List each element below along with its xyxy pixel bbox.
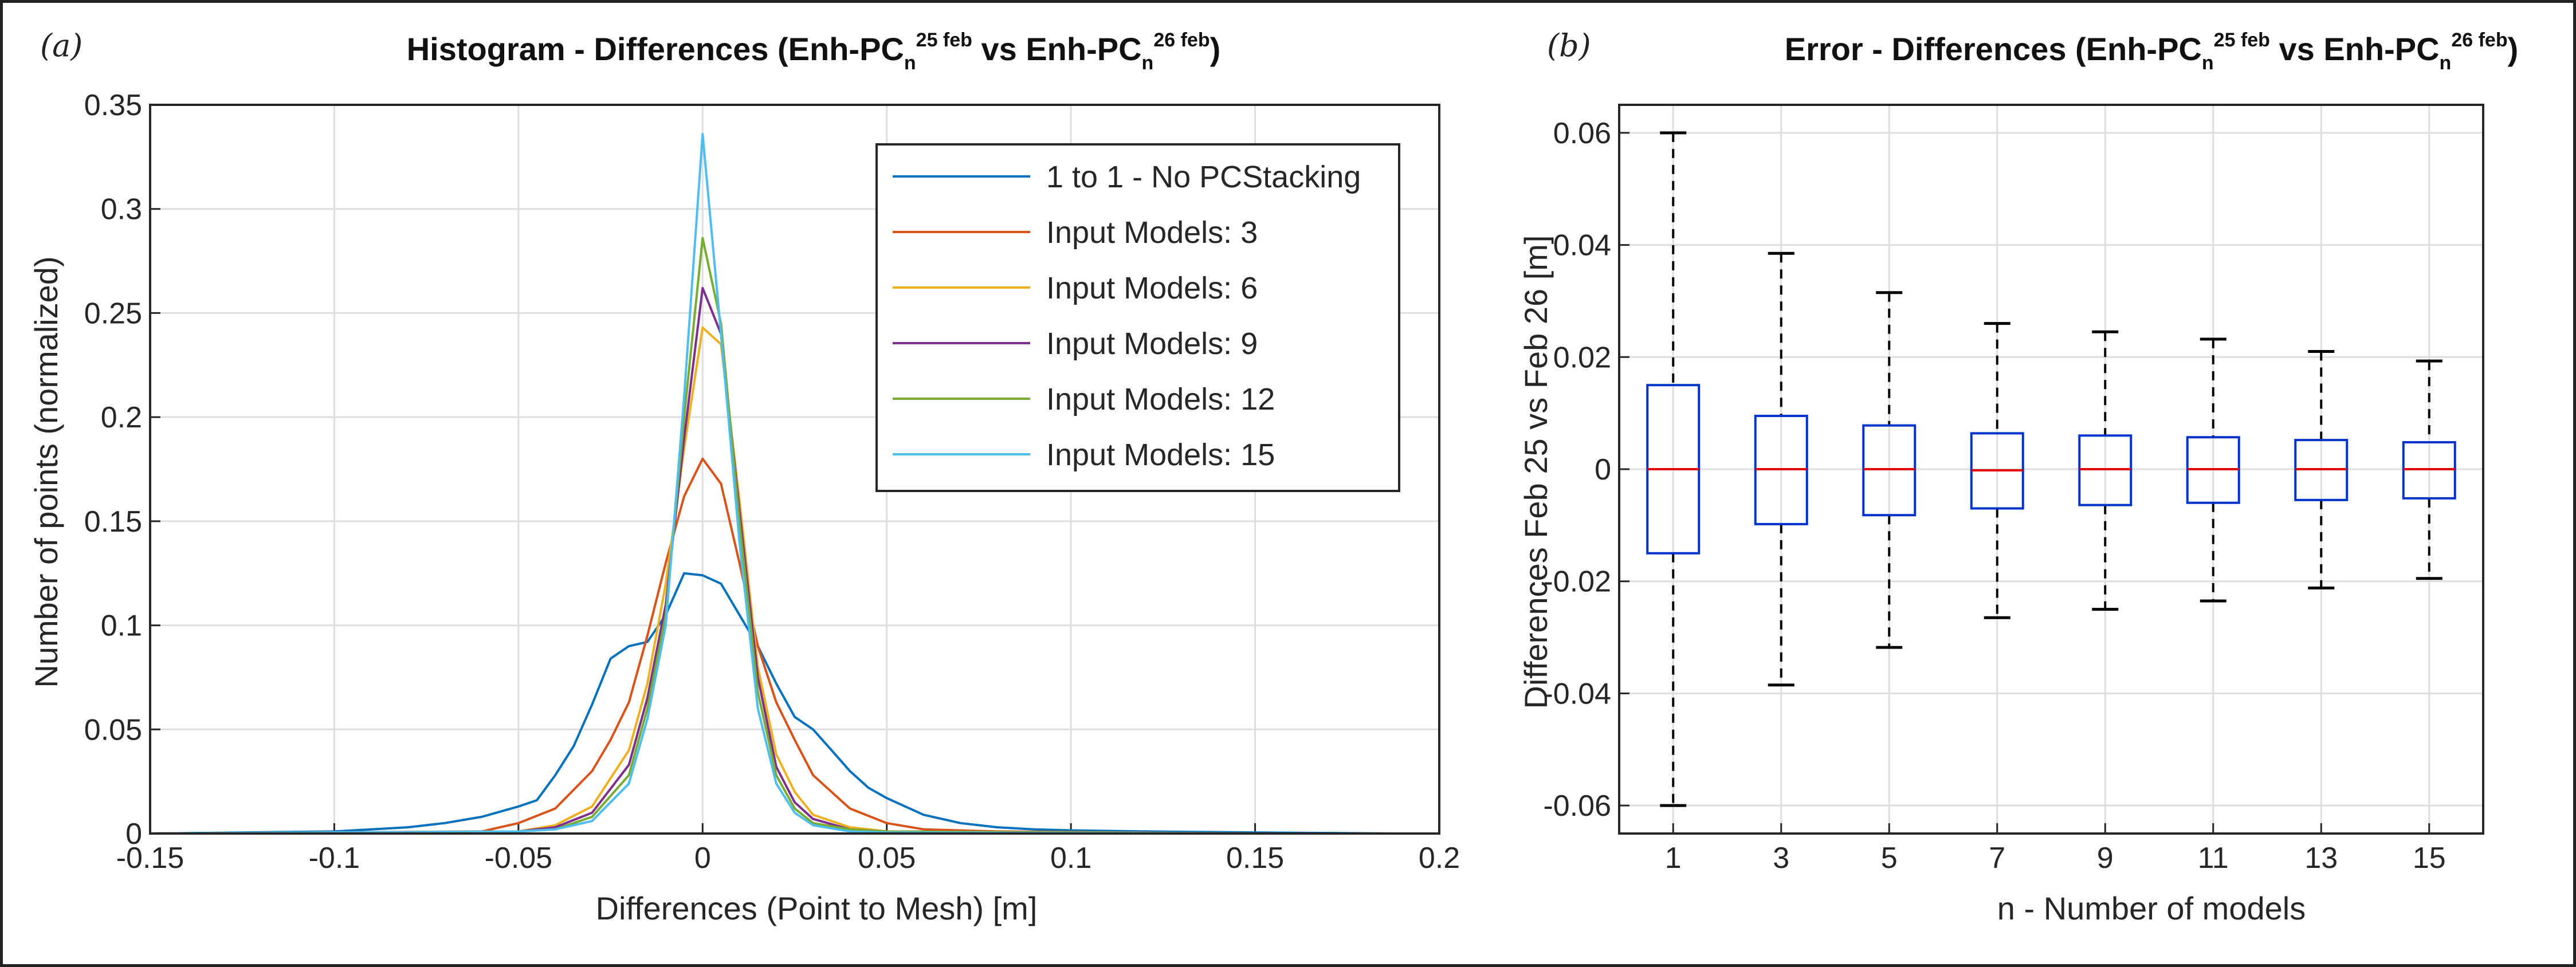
legend-entry-1: 1 to 1 - No PCStacking <box>1046 160 1361 194</box>
box-7 <box>1970 322 2024 619</box>
box-15 <box>2402 359 2456 580</box>
legend-entry-3: Input Models: 6 <box>1046 271 1258 305</box>
y-tick-label: 0.25 <box>84 297 142 330</box>
y-tick-label: -0.02 <box>1543 565 1611 599</box>
x-tick-label: 0.1 <box>1050 842 1091 875</box>
box-13 <box>2294 350 2349 589</box>
y-tick-label: 0.1 <box>101 610 142 643</box>
y-tick-label: 0.04 <box>1553 229 1611 262</box>
x-tick-label: 3 <box>1773 842 1789 875</box>
x-tick-label: 15 <box>2413 842 2446 875</box>
panel-b-xlabel: n - Number of models <box>1997 890 2306 926</box>
legend-entry-4: Input Models: 9 <box>1046 327 1258 361</box>
series-line-6 <box>150 132 1255 835</box>
x-tick-label: -0.15 <box>116 842 184 875</box>
x-tick-label: 7 <box>1989 842 2005 875</box>
series-line-4 <box>150 286 1255 835</box>
panel-a-label: (a) <box>40 27 83 64</box>
legend-entry-5: Input Models: 12 <box>1046 382 1275 416</box>
x-tick-label: 11 <box>2198 842 2229 875</box>
box-11 <box>2186 337 2240 603</box>
y-tick-label: 0.06 <box>1553 117 1611 150</box>
histogram-plot: -0.15 -0.1 -0.05 0 0.05 0.1 0.15 0.2 0 0.05 0.1 0.1… <box>84 89 1460 875</box>
y-tick-label: 0.2 <box>101 401 142 434</box>
y-tick-label: -0.04 <box>1543 677 1611 710</box>
x-tick-label: 13 <box>2304 842 2338 875</box>
box-9 <box>2078 330 2133 611</box>
box-1 <box>1646 131 1701 807</box>
box-5 <box>1862 291 1917 649</box>
y-tick-label: 0.05 <box>84 713 142 746</box>
x-tick-label: 0.2 <box>1419 842 1460 875</box>
x-tick-label: 0.05 <box>858 842 916 875</box>
plot-a-axes-box <box>149 104 1440 835</box>
y-tick-label: 0 <box>1595 453 1611 486</box>
legend-entry-2: Input Models: 3 <box>1046 215 1258 250</box>
y-tick-label: -0.06 <box>1543 789 1611 823</box>
x-tick-label: -0.1 <box>309 842 360 875</box>
x-tick-label: 0 <box>694 842 711 875</box>
y-tick-label: 0 <box>125 817 142 851</box>
legend-box <box>875 143 1400 492</box>
series-line-2 <box>150 457 1292 835</box>
y-tick-label: 0.15 <box>84 505 142 538</box>
x-tick-label: 0.15 <box>1226 842 1284 875</box>
y-tick-label: 0.02 <box>1553 341 1611 374</box>
legend-entry-6: Input Models: 15 <box>1046 438 1275 472</box>
y-tick-label: 0.3 <box>101 193 142 226</box>
series-line-1 <box>150 572 1392 835</box>
series-line-5 <box>150 237 1255 835</box>
x-tick-label: 1 <box>1665 842 1682 875</box>
box-3 <box>1754 251 1808 687</box>
y-tick-label: 0.35 <box>84 89 142 122</box>
x-tick-label: 9 <box>2097 842 2114 875</box>
panel-a-xlabel: Differences (Point to Mesh) [m] <box>596 890 1038 926</box>
panel-b-title: Error - Differences (Enh-PCn25 feb vs En… <box>1785 29 2519 74</box>
x-tick-label: 5 <box>1881 842 1898 875</box>
panel-b-label: (b) <box>1547 27 1591 64</box>
x-tick-label: -0.05 <box>485 842 553 875</box>
panel-a-title: Histogram - Differences (Enh-PCn25 feb v… <box>407 29 1221 74</box>
panel-a-ylabel: Number of points (normalized) <box>28 256 64 687</box>
plot-b-axes-box <box>1618 104 2484 835</box>
panel-b-ylabel: Differences Feb 25 vs Feb 26 [m] <box>1518 235 1554 709</box>
